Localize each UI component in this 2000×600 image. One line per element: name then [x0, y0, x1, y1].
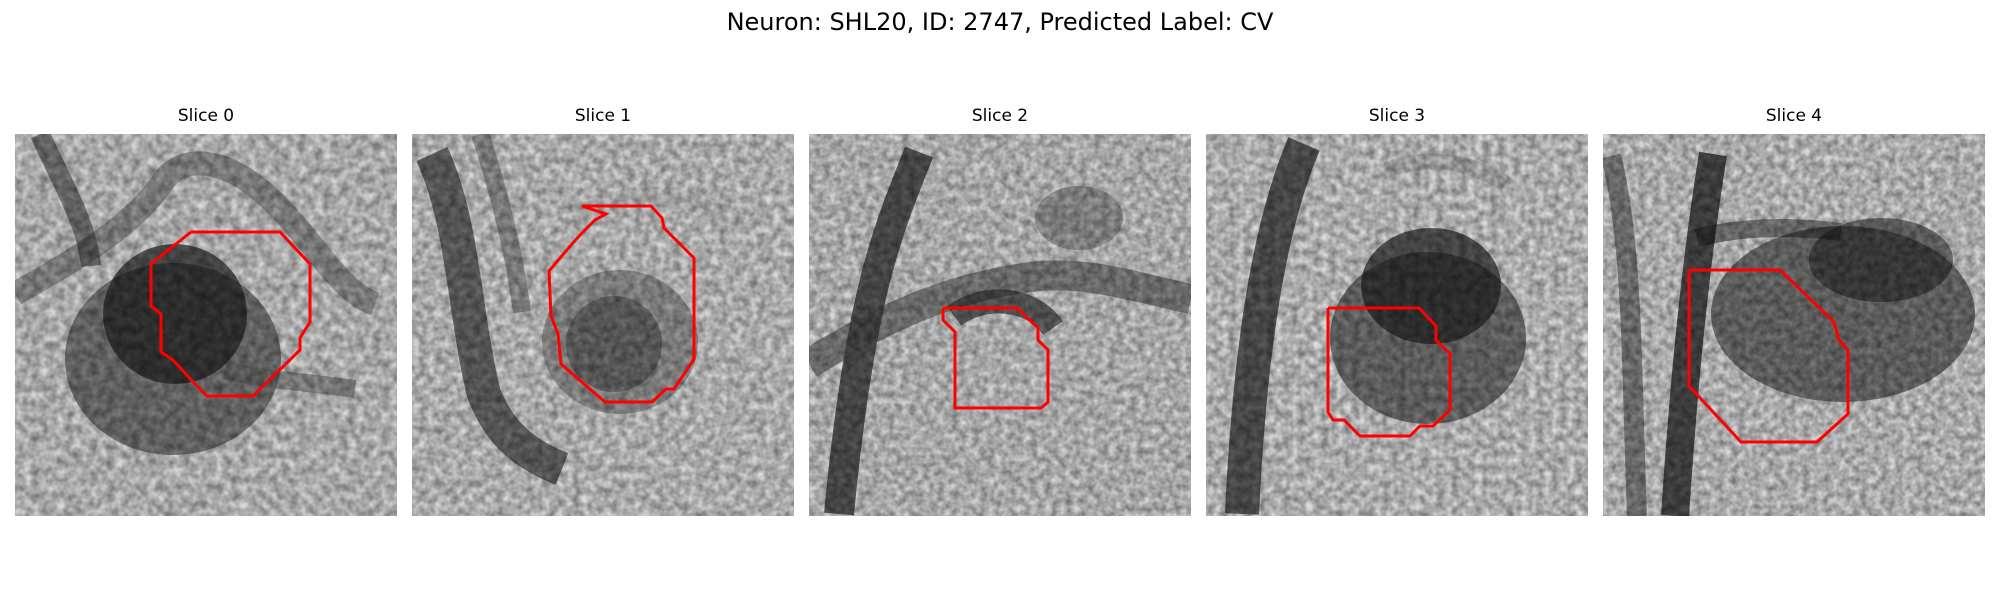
slice-image — [412, 134, 794, 516]
red-outline — [149, 230, 312, 398]
slice-panel-4: Slice 4 — [1603, 104, 1985, 528]
red-outline — [1326, 306, 1452, 438]
slice-panel-0: Slice 0 — [15, 104, 397, 528]
slice-panel-2: Slice 2 — [809, 104, 1191, 528]
slice-image — [1206, 134, 1588, 516]
slice-title: Slice 1 — [574, 106, 632, 126]
figure-title: Neuron: SHL20, ID: 2747, Predicted Label… — [726, 8, 1274, 36]
slice-title: Slice 4 — [1765, 106, 1823, 126]
slice-image — [809, 134, 1191, 516]
slice-title: Slice 0 — [177, 106, 235, 126]
slice-title: Slice 3 — [1368, 106, 1426, 126]
slice-image — [1603, 134, 1985, 516]
slice-image — [15, 134, 397, 516]
slice-panel-1: Slice 1 — [412, 104, 794, 528]
red-outline — [1687, 268, 1850, 444]
slice-panel-3: Slice 3 — [1206, 104, 1588, 528]
slice-title: Slice 2 — [971, 106, 1029, 126]
red-outline — [547, 204, 696, 404]
red-outline — [941, 306, 1050, 410]
